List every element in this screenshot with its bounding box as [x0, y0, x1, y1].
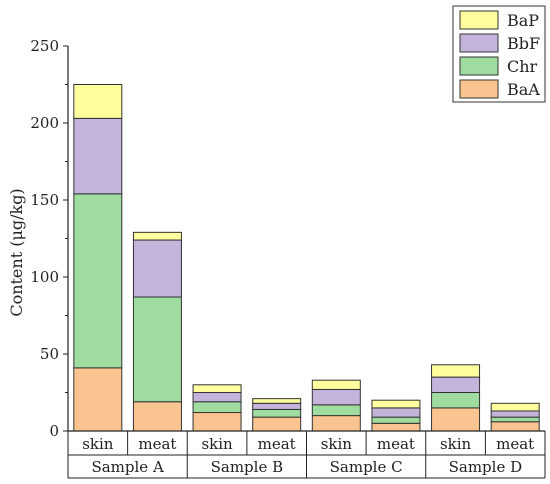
legend-label-baa: BaA [507, 80, 540, 99]
x-tick-label: skin [321, 435, 353, 453]
bar-bbf-3 [252, 402, 302, 410]
bar-layer [73, 84, 540, 432]
group-label: Sample C [330, 458, 403, 476]
bar-bbf-7 [490, 410, 540, 418]
legend-swatch-baa [459, 79, 499, 99]
bar-bbf-0 [73, 117, 123, 195]
bar-chr-1 [132, 296, 182, 403]
bar-chr-2 [192, 401, 242, 414]
y-tick-label: 0 [49, 422, 59, 440]
bar-bbf-6 [431, 376, 481, 394]
bar-chr-0 [73, 193, 123, 369]
group-label: Sample A [91, 458, 163, 476]
bar-bbf-4 [311, 388, 361, 406]
x-tick-label: meat [258, 435, 296, 453]
bar-baa-6 [431, 407, 481, 432]
bar-chr-6 [431, 392, 481, 409]
bar-baa-3 [252, 416, 302, 432]
x-tick-label: meat [377, 435, 415, 453]
y-tick-label: 250 [30, 37, 59, 55]
bar-bbf-1 [132, 239, 182, 298]
axes-layer: 0 50 100 150 200 250 Content (μg/kg) skin meat sk… [7, 37, 546, 479]
bar-baa-7 [490, 421, 540, 432]
x-tick-label: skin [201, 435, 233, 453]
bar-baa-0 [73, 367, 123, 432]
legend-label-bap: BaP [507, 11, 539, 30]
bar-chr-3 [252, 408, 302, 418]
bar-bap-5 [371, 399, 421, 409]
y-tick-label: 150 [30, 191, 59, 209]
legend-swatch-bap [459, 10, 499, 30]
x-tick-label: meat [138, 435, 176, 453]
bar-bbf-5 [371, 407, 421, 418]
legend-swatch-chr [459, 56, 499, 76]
y-tick-label: 50 [40, 345, 59, 363]
x-tick-label: skin [440, 435, 472, 453]
bar-baa-1 [132, 401, 182, 432]
bar-bap-7 [490, 402, 540, 412]
x-tick-label: meat [496, 435, 534, 453]
bar-baa-2 [192, 412, 242, 432]
y-tick-label: 100 [30, 268, 59, 286]
y-tick-label: 200 [30, 114, 59, 132]
bar-bbf-2 [192, 392, 242, 403]
bar-bap-2 [192, 384, 242, 393]
bar-chr-5 [371, 416, 421, 424]
y-axis-label: Content (μg/kg) [7, 188, 26, 316]
legend-label-bbf: BbF [507, 34, 540, 53]
bar-baa-4 [311, 415, 361, 432]
bar-bap-4 [311, 379, 361, 390]
bar-chr-7 [490, 416, 540, 423]
x-tick-label: skin [82, 435, 114, 453]
group-label: Sample D [449, 458, 523, 476]
bar-bap-1 [132, 231, 182, 241]
legend: BaP BbF Chr BaA [452, 5, 546, 103]
bar-chr-4 [311, 404, 361, 417]
bar-bap-0 [73, 84, 123, 119]
bar-bap-3 [252, 398, 302, 404]
legend-label-chr: Chr [507, 57, 538, 76]
group-label: Sample B [211, 458, 284, 476]
bar-bap-6 [431, 364, 481, 378]
legend-swatch-bbf [459, 33, 499, 53]
bar-baa-5 [371, 422, 421, 432]
